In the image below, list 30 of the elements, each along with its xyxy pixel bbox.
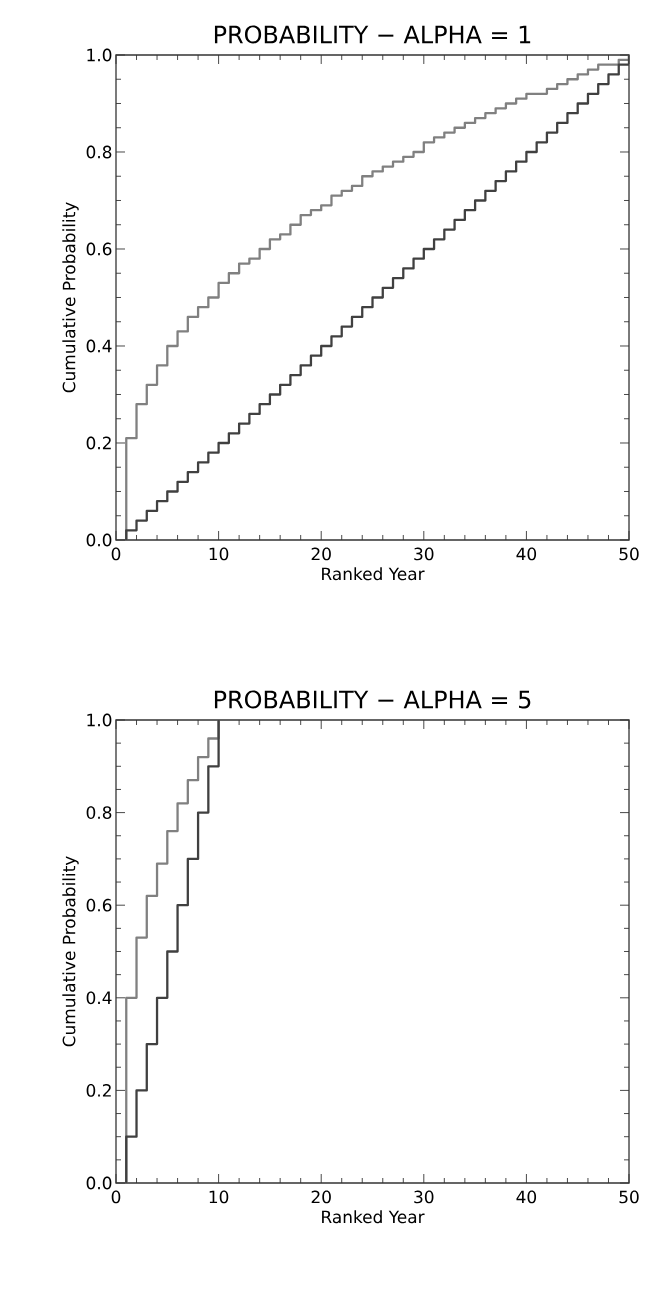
y-tick-label: 0.8 — [86, 145, 112, 159]
x-tick-label: 30 — [414, 1190, 434, 1204]
y-tick-label: 0.2 — [86, 1083, 111, 1097]
y-tick-label: 0.8 — [86, 806, 112, 819]
x-tick-label: 40 — [516, 547, 537, 561]
x-tick-label: 40 — [516, 1190, 537, 1204]
y-tick-label: 0.6 — [86, 898, 112, 912]
x-tick-label: 0 — [111, 547, 121, 561]
y-tick-label: 0.0 — [86, 1176, 112, 1190]
y-axis-title: Cumulative Probability — [62, 856, 79, 1047]
y-tick-label: 0.2 — [86, 436, 111, 450]
y-axis-title: Cumulative Probability — [62, 202, 79, 393]
y-tick-label: 0.0 — [86, 533, 112, 547]
x-tick-label: 20 — [311, 547, 331, 561]
x-tick-label: 50 — [619, 1190, 639, 1204]
x-tick-label: 10 — [209, 547, 229, 561]
x-tick-label: 50 — [619, 547, 639, 561]
x-tick-label: 20 — [311, 1190, 331, 1204]
x-axis-title: Ranked Year — [322, 1210, 425, 1224]
y-tick-label: 0.4 — [86, 991, 112, 1005]
y-tick-label: 1.0 — [87, 713, 112, 727]
x-tick-label: 30 — [414, 547, 434, 561]
y-tick-label: 0.6 — [86, 242, 112, 256]
y-tick-label: 0.4 — [86, 339, 112, 353]
x-axis-title: Ranked Year — [322, 567, 425, 581]
x-tick-label: 0 — [111, 1190, 121, 1204]
chart-title: PROBABILITY − ALPHA = 5 — [214, 690, 531, 709]
y-tick-label: 1.0 — [87, 48, 112, 62]
x-tick-label: 10 — [209, 1190, 229, 1204]
chart-title: PROBABILITY − ALPHA = 1 — [214, 25, 531, 44]
